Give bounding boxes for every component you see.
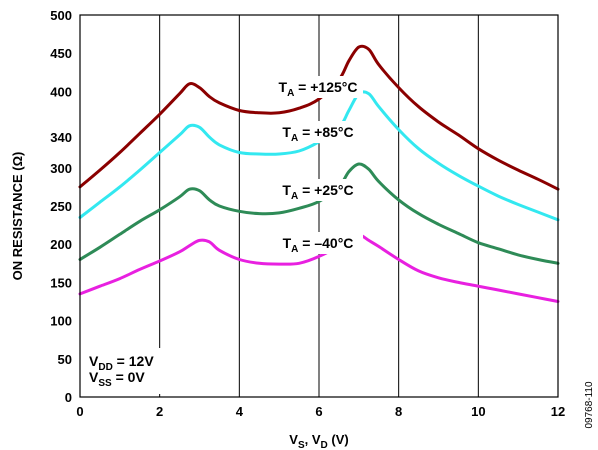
y-tick-label: 50: [58, 352, 72, 367]
x-tick-label: 8: [395, 404, 402, 419]
series-annotations: TA = +125°CTA = +85°CTA = +25°CTA = –40°…: [273, 76, 363, 255]
x-axis-label-unit: (V): [328, 432, 349, 447]
x-tick-label: 0: [76, 404, 83, 419]
y-tick-label: 300: [50, 161, 72, 176]
y-axis-label: ON RESISTANCE (Ω): [10, 152, 25, 281]
series-line-3: [78, 232, 560, 303]
y-tick-label: 450: [50, 46, 72, 61]
annotation-background: [273, 179, 363, 201]
annotation-symbol: T: [279, 79, 288, 95]
series-line-0: [78, 44, 560, 191]
x-axis-label-main: V: [289, 432, 298, 447]
annotation-value: = +85°C: [298, 124, 353, 140]
condition-text: VDD = 12V: [89, 353, 154, 373]
x-tick-label: 6: [315, 404, 322, 419]
y-tick-labels: 0 50 100 150 200 250 300 340 400 450 500: [50, 8, 72, 405]
x-tick-label: 10: [471, 404, 485, 419]
x-tick-labels: 0 2 4 6 8 10 12: [76, 404, 565, 419]
condition-text: VSS = 0V: [89, 369, 145, 389]
condition-symbol: V: [89, 369, 99, 385]
y-tick-label: 150: [50, 275, 72, 290]
annotation-subscript: A: [291, 191, 298, 202]
x-tick-label: 12: [551, 404, 565, 419]
y-tick-label: 100: [50, 314, 72, 329]
y-tick-label: 340: [50, 130, 72, 145]
annotation-background: [273, 232, 363, 254]
condition-subscript: DD: [98, 362, 112, 373]
y-tick-label: 500: [50, 8, 72, 23]
grid: [159, 15, 479, 397]
annotation-value: = +125°C: [294, 79, 357, 95]
annotation-subscript: A: [291, 244, 298, 255]
series-annotation: TA = +25°C: [282, 182, 353, 202]
x-axis-label-sep: , V: [305, 432, 321, 447]
condition-symbol: V: [89, 353, 99, 369]
x-axis-label-sub1: S: [298, 440, 305, 450]
annotation-symbol: T: [282, 124, 291, 140]
annotation-background: [273, 121, 363, 143]
x-tick-label: 2: [156, 404, 163, 419]
annotation-subscript: A: [287, 88, 294, 99]
condition-value: = 12V: [113, 353, 155, 369]
annotation-value: = +25°C: [298, 182, 353, 198]
x-tick-label: 4: [236, 404, 244, 419]
annotation-subscript: A: [291, 133, 298, 144]
plot-frame: [79, 14, 559, 398]
series-annotation: TA = –40°C: [283, 235, 354, 255]
series-line-2: [78, 162, 560, 265]
condition-subscript: SS: [98, 378, 112, 389]
annotation-value: = –40°C: [298, 235, 353, 251]
conditions-background: [81, 348, 167, 394]
series-annotation: TA = +125°C: [279, 79, 358, 99]
x-axis-label: VS, VD (V): [289, 432, 348, 450]
y-tick-label: 0: [65, 390, 72, 405]
condition-value: = 0V: [112, 369, 146, 385]
annotation-background: [273, 76, 363, 98]
series-annotation: TA = +85°C: [282, 124, 353, 144]
y-tick-label: 250: [50, 199, 72, 214]
figure-id: 09768-110: [584, 381, 595, 429]
y-tick-label: 400: [50, 84, 72, 99]
annotation-symbol: T: [282, 182, 291, 198]
annotation-symbol: T: [283, 235, 292, 251]
y-tick-label: 200: [50, 237, 72, 252]
x-axis-label-sub2: D: [321, 440, 328, 450]
